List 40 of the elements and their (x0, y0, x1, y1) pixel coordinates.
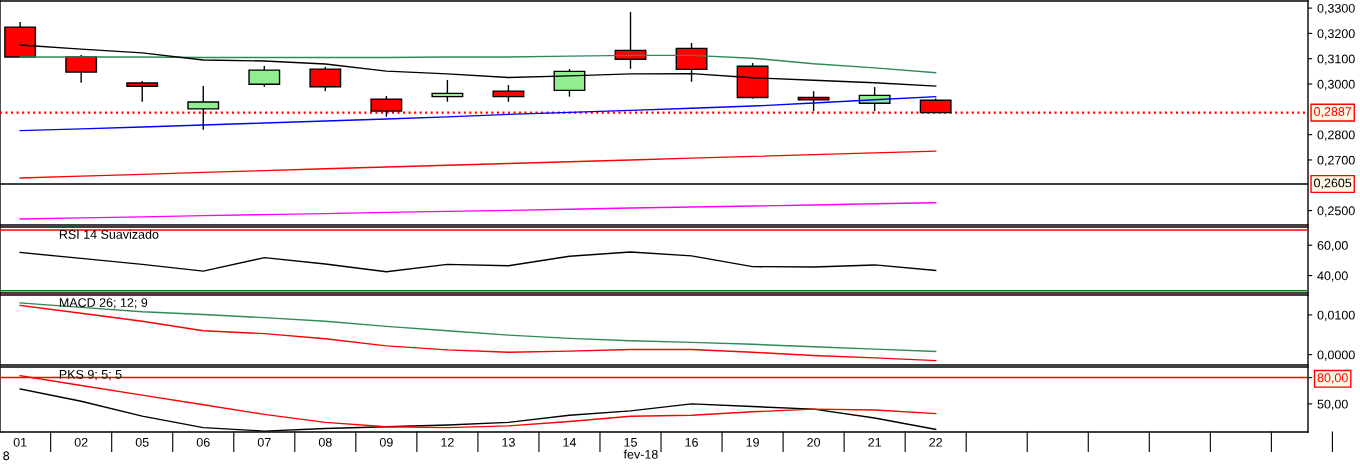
x-tick-label: 01 (13, 437, 27, 447)
x-axis-title: fev-18 (623, 449, 658, 459)
line-series (19, 150, 937, 179)
y-tick-label: 0,3100 (1317, 54, 1355, 65)
ref-line-label: 0,2605 (1314, 178, 1352, 189)
x-tick-label: 15 (624, 438, 637, 447)
y-tick-label: 40,00 (1317, 271, 1348, 282)
x-tick-label: 22 (929, 437, 943, 447)
y-tick-label: 0,3200 (1317, 29, 1355, 40)
x-tick-label: 21 (868, 437, 881, 447)
y-tick-label: 0,3300 (1317, 3, 1355, 15)
x-tick-label: 20 (807, 437, 821, 447)
y-tick-label: 0,0100 (1317, 310, 1355, 322)
line-series (19, 202, 937, 220)
ref-line-label: 0,2887 (1314, 107, 1352, 118)
x-tick-label: 12 (441, 437, 454, 447)
x-tick-label: 02 (74, 437, 88, 447)
y-tick-label: 0,2500 (1317, 206, 1355, 217)
line-series (19, 95, 937, 132)
x-tick-label: 08 (318, 437, 332, 447)
chart-title: MACD 26; 12; 9 (59, 298, 148, 309)
y-tick-label: 60,00 (1317, 241, 1348, 252)
chart-title: RSI 14 Suavizado (59, 229, 159, 239)
x-tick-label: 07 (257, 437, 271, 447)
x-tick-label: 16 (685, 437, 698, 447)
y-tick-label: 0,3000 (1317, 79, 1355, 91)
text: 8 (3, 451, 10, 461)
x-tick-label: 13 (502, 437, 515, 447)
y-tick-label: 0,0000 (1317, 350, 1355, 361)
x-tick-label: 09 (379, 437, 393, 447)
y-tick-label: 80,00 (1317, 373, 1348, 384)
x-tick-label: 19 (746, 437, 759, 447)
y-tick-label: 0,2800 (1317, 130, 1355, 141)
x-tick-label: 06 (196, 437, 210, 447)
x-tick-label: 14 (563, 438, 577, 447)
candlestick (126, 80, 159, 103)
line-series (19, 251, 937, 273)
y-tick-label: 0,2700 (1317, 155, 1355, 167)
x-tick-label: 05 (135, 437, 149, 447)
y-tick-label: 50,00 (1317, 399, 1348, 411)
